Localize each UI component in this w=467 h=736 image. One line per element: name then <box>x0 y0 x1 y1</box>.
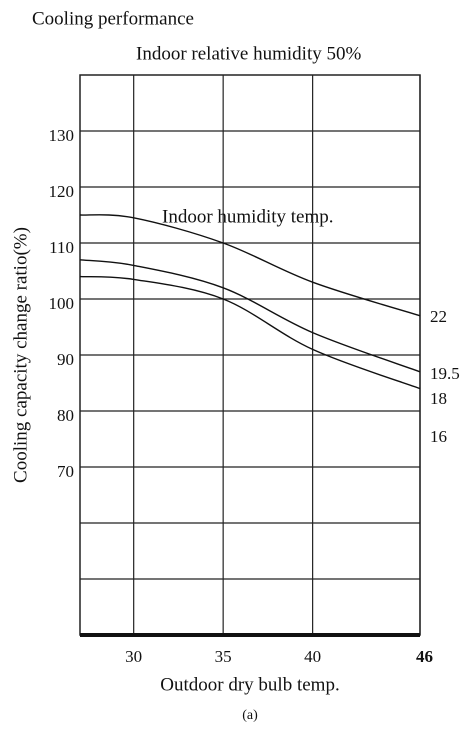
series-label: 22 <box>430 307 447 326</box>
line <box>79 259 421 373</box>
series-label: 19.5 <box>430 364 460 383</box>
y-tick-label: 100 <box>49 294 75 313</box>
x-tick-label: 35 <box>215 647 232 666</box>
x-tick-label: 30 <box>125 647 142 666</box>
series-label: 16 <box>430 427 447 446</box>
x-tick-label: 40 <box>304 647 321 666</box>
series-label: 18 <box>430 389 447 408</box>
y-tick-label: 130 <box>49 126 75 145</box>
chart-title: Cooling performance <box>32 8 194 29</box>
chart-subtitle: Indoor relative humidity 50% <box>136 43 361 64</box>
line <box>79 275 421 390</box>
y-tick-label: 120 <box>49 182 75 201</box>
y-tick-label: 90 <box>57 350 74 369</box>
annotation: Indoor humidity temp. <box>162 206 334 227</box>
x-tick-label: 46 <box>416 647 433 666</box>
y-tick-label: 70 <box>57 462 74 481</box>
line <box>79 214 421 317</box>
x-axis-label: Outdoor dry bulb temp. <box>160 674 339 695</box>
y-tick-label: 110 <box>49 238 74 257</box>
y-axis-label: Cooling capacity change ratio(%) <box>10 227 31 483</box>
caption: (a) <box>242 708 258 723</box>
y-tick-label: 80 <box>57 406 74 425</box>
